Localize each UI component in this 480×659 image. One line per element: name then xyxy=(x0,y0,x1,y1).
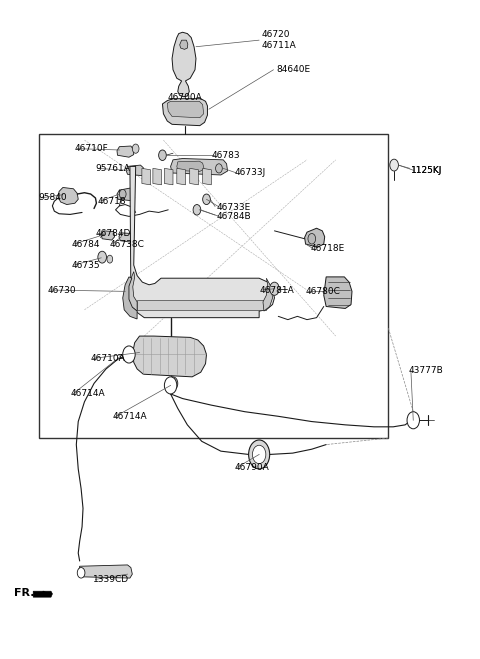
Polygon shape xyxy=(172,32,196,97)
Circle shape xyxy=(193,204,201,215)
Text: 46730: 46730 xyxy=(48,285,76,295)
Text: 1125KJ: 1125KJ xyxy=(411,166,443,175)
Text: 46784: 46784 xyxy=(72,239,100,248)
Polygon shape xyxy=(170,159,228,175)
Text: 46735: 46735 xyxy=(72,260,100,270)
Circle shape xyxy=(120,189,126,198)
Polygon shape xyxy=(33,591,52,597)
Polygon shape xyxy=(162,99,207,126)
Text: 46718: 46718 xyxy=(97,197,126,206)
Polygon shape xyxy=(142,169,151,185)
Polygon shape xyxy=(263,278,273,311)
Circle shape xyxy=(390,159,398,171)
Text: 46720
46711A: 46720 46711A xyxy=(262,30,296,50)
Text: 46733J: 46733J xyxy=(234,169,265,177)
Polygon shape xyxy=(180,40,188,49)
Polygon shape xyxy=(128,272,137,311)
Text: 43777B: 43777B xyxy=(408,366,443,375)
Polygon shape xyxy=(79,565,132,578)
Polygon shape xyxy=(123,277,137,319)
Circle shape xyxy=(123,346,135,363)
Polygon shape xyxy=(167,101,204,118)
Circle shape xyxy=(270,282,279,295)
Text: 46718E: 46718E xyxy=(311,244,345,253)
Circle shape xyxy=(252,445,266,464)
Text: 46710A: 46710A xyxy=(91,354,125,363)
Circle shape xyxy=(98,251,107,263)
Text: 84640E: 84640E xyxy=(276,65,310,74)
Polygon shape xyxy=(117,146,134,158)
Text: 46784D: 46784D xyxy=(96,229,131,238)
Polygon shape xyxy=(177,169,185,185)
Circle shape xyxy=(132,144,139,154)
Circle shape xyxy=(203,194,210,204)
Text: 46714A: 46714A xyxy=(112,413,147,422)
Circle shape xyxy=(308,233,316,244)
Polygon shape xyxy=(203,169,211,185)
Circle shape xyxy=(249,440,270,469)
Polygon shape xyxy=(126,165,144,175)
Polygon shape xyxy=(153,169,161,185)
Circle shape xyxy=(77,567,85,578)
Text: 46783: 46783 xyxy=(211,151,240,159)
Text: 1339CD: 1339CD xyxy=(93,575,129,584)
Text: 46780C: 46780C xyxy=(306,287,341,296)
Text: 46784B: 46784B xyxy=(217,212,252,221)
Text: 1125KJ: 1125KJ xyxy=(411,166,443,175)
Polygon shape xyxy=(58,187,78,204)
Circle shape xyxy=(168,377,178,390)
Text: 46781A: 46781A xyxy=(259,285,294,295)
Polygon shape xyxy=(133,336,206,377)
Polygon shape xyxy=(101,231,115,240)
Circle shape xyxy=(407,412,420,429)
Text: 46738C: 46738C xyxy=(110,239,144,248)
Text: 46700A: 46700A xyxy=(168,93,203,102)
Polygon shape xyxy=(305,228,324,247)
Circle shape xyxy=(164,377,177,394)
Polygon shape xyxy=(130,167,275,318)
Circle shape xyxy=(107,255,113,263)
Polygon shape xyxy=(190,169,198,185)
Text: 46710F: 46710F xyxy=(75,144,108,153)
Polygon shape xyxy=(164,169,173,185)
Text: 95761A: 95761A xyxy=(96,164,131,173)
Text: 46790A: 46790A xyxy=(234,463,269,472)
Bar xyxy=(39,134,388,438)
Circle shape xyxy=(216,164,222,173)
Text: 95840: 95840 xyxy=(38,194,67,202)
Polygon shape xyxy=(117,188,135,200)
Polygon shape xyxy=(324,277,352,308)
Text: FR.: FR. xyxy=(14,588,35,598)
Polygon shape xyxy=(137,300,266,310)
Polygon shape xyxy=(177,161,204,172)
Text: 46714A: 46714A xyxy=(71,389,105,399)
Polygon shape xyxy=(119,233,133,242)
Circle shape xyxy=(158,150,166,161)
Text: 46733E: 46733E xyxy=(217,203,251,212)
